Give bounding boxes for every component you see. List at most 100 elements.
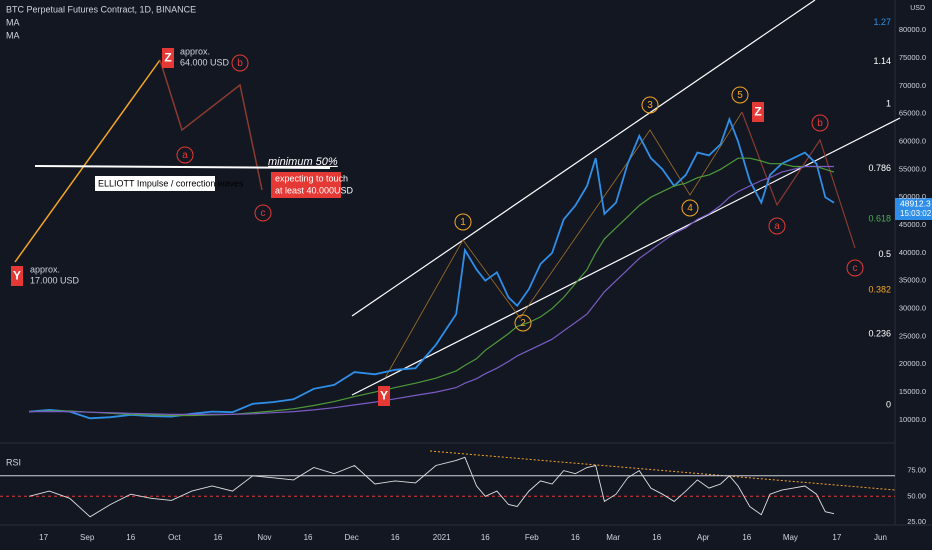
wave-label: 2 bbox=[520, 318, 526, 329]
annotation: at least 40.000USD bbox=[275, 185, 354, 195]
y-tick-label: 50.00 bbox=[907, 491, 926, 500]
fib-label: 0.786 bbox=[868, 163, 891, 173]
wave-label: 3 bbox=[647, 100, 653, 111]
wave-label: a bbox=[182, 150, 188, 161]
wave-circle bbox=[768, 217, 786, 235]
legend-entry: MA bbox=[6, 30, 20, 40]
wave-label: 4 bbox=[687, 203, 693, 214]
wave-label: Z bbox=[164, 51, 171, 65]
x-tick-label: Sep bbox=[80, 533, 95, 542]
annotation: minimum 50% bbox=[268, 156, 338, 168]
annotation: expecting to touch bbox=[275, 173, 348, 183]
y-tick-label: 25000.0 bbox=[899, 331, 926, 340]
x-tick-label: Jun bbox=[874, 533, 887, 542]
channel-line bbox=[351, 0, 816, 317]
x-tick-label: Nov bbox=[257, 533, 271, 542]
channel-line bbox=[351, 117, 901, 396]
x-tick-label: 16 bbox=[304, 533, 313, 542]
annotation: approx. bbox=[30, 264, 60, 274]
x-tick-label: May bbox=[783, 533, 798, 542]
x-tick-label: 16 bbox=[213, 533, 222, 542]
y-tick-label: 75000.0 bbox=[899, 53, 926, 62]
last-price: 48912.3 bbox=[900, 198, 931, 208]
wave-label: 5 bbox=[737, 90, 743, 101]
wave-label: a bbox=[774, 221, 780, 232]
wave-box bbox=[162, 48, 174, 68]
y-tick-label: 20000.0 bbox=[899, 359, 926, 368]
wave-label: c bbox=[853, 263, 858, 274]
wave-box bbox=[378, 386, 390, 406]
y-tick-label: 65000.0 bbox=[899, 109, 926, 118]
wave-circle bbox=[454, 213, 472, 231]
x-tick-label: 16 bbox=[571, 533, 580, 542]
wave-label: Y bbox=[380, 389, 388, 403]
wave-label: b bbox=[817, 118, 823, 129]
x-tick-label: 16 bbox=[652, 533, 661, 542]
x-tick-label: Dec bbox=[344, 533, 358, 542]
wave-box bbox=[752, 102, 764, 122]
note-box bbox=[271, 172, 341, 198]
x-tick-label: 16 bbox=[481, 533, 490, 542]
x-tick-label: 16 bbox=[391, 533, 400, 542]
y-tick-label: 15000.0 bbox=[899, 387, 926, 396]
x-tick-label: 2021 bbox=[433, 533, 451, 542]
fib-label: 1.14 bbox=[873, 56, 891, 66]
annotation: 17.000 USD bbox=[30, 275, 80, 285]
y-tick-label: 60000.0 bbox=[899, 136, 926, 145]
y-tick-label: 25.00 bbox=[907, 517, 926, 526]
y-tick-label: 30000.0 bbox=[899, 304, 926, 313]
x-tick-label: 16 bbox=[126, 533, 135, 542]
series-line bbox=[29, 165, 834, 415]
pane-title: RSI bbox=[6, 457, 21, 467]
legend-entry: MA bbox=[6, 17, 20, 27]
fib-label: 0.5 bbox=[878, 249, 891, 259]
wave-circle bbox=[846, 259, 864, 277]
fib-label: 1.27 bbox=[873, 17, 891, 27]
wave-line bbox=[159, 59, 263, 191]
wave-line bbox=[14, 59, 161, 263]
fib-label: 0 bbox=[886, 399, 891, 409]
y-tick-label: 55000.0 bbox=[899, 164, 926, 173]
level-line bbox=[34, 165, 331, 169]
annotation: 64.000 USD bbox=[180, 57, 230, 67]
y-tick-label: 75.00 bbox=[907, 466, 926, 475]
note-box bbox=[95, 176, 215, 191]
axis-unit: USD bbox=[910, 5, 925, 12]
chart-title: BTC Perpetual Futures Contract, 1D, BINA… bbox=[6, 4, 196, 14]
wave-label: c bbox=[261, 208, 266, 219]
y-tick-label: 40000.0 bbox=[899, 248, 926, 257]
y-tick-label: 50000.0 bbox=[899, 192, 926, 201]
fib-label: 0.618 bbox=[868, 213, 891, 223]
wave-label: b bbox=[237, 58, 243, 69]
series-line bbox=[29, 116, 835, 420]
wave-line bbox=[741, 111, 856, 249]
annotation: approx. bbox=[180, 46, 210, 56]
wave-circle bbox=[231, 54, 249, 72]
wave-label: 1 bbox=[460, 217, 466, 228]
x-tick-label: Feb bbox=[525, 533, 539, 542]
wave-circle bbox=[731, 86, 749, 104]
wave-box bbox=[11, 266, 23, 286]
price-tag bbox=[895, 198, 932, 220]
y-tick-label: 70000.0 bbox=[899, 81, 926, 90]
annotation: ELLIOTT Impulse / correction waves bbox=[98, 178, 244, 188]
wave-circle bbox=[254, 204, 272, 222]
wave-circle bbox=[811, 114, 829, 132]
wave-label: Z bbox=[754, 105, 761, 119]
trend-line bbox=[429, 450, 896, 491]
x-tick-label: 17 bbox=[832, 533, 841, 542]
wave-circle bbox=[176, 146, 194, 164]
wave-line bbox=[384, 111, 743, 379]
x-tick-label: Apr bbox=[697, 533, 710, 542]
wave-label: Y bbox=[13, 269, 21, 283]
fib-label: 0.236 bbox=[868, 328, 891, 338]
y-tick-label: 35000.0 bbox=[899, 276, 926, 285]
x-tick-label: Oct bbox=[168, 533, 181, 542]
last-time: 15:03:02 bbox=[900, 209, 932, 218]
series-line bbox=[28, 456, 835, 518]
wave-circle bbox=[681, 199, 699, 217]
y-tick-label: 10000.0 bbox=[899, 415, 926, 424]
x-tick-label: 17 bbox=[39, 533, 48, 542]
